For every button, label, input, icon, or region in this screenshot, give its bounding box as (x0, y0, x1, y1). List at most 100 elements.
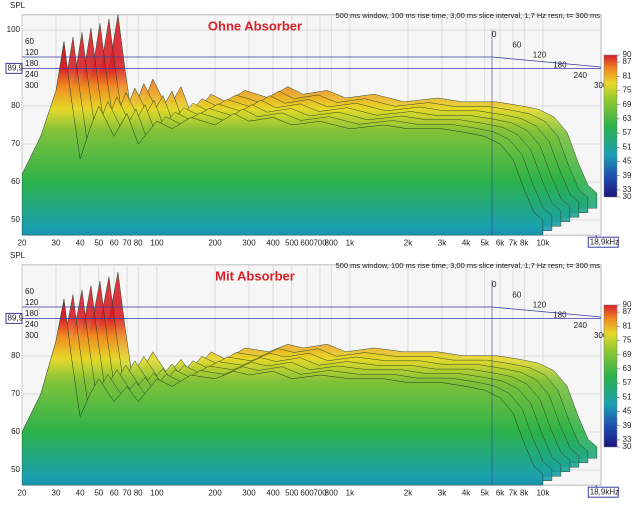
x-tick-label: 10k (536, 238, 550, 247)
z-tick-label: 240 (574, 321, 588, 330)
z-tick-label: 180 (553, 61, 567, 70)
x-tick-label: 10k (536, 488, 550, 497)
x-tick-label: 6k (496, 488, 505, 497)
y-tick-label: 60 (11, 177, 20, 186)
x-tick-label: 1k (346, 238, 355, 247)
x-tick-label: 500 (285, 238, 299, 247)
cursor-box (587, 486, 619, 498)
colorbar-tick-label: 45 (623, 157, 632, 166)
x-tick-label: 400 (266, 488, 280, 497)
x-tick-label: 600 (300, 488, 314, 497)
colorbar-tick-label: 69 (623, 100, 632, 109)
colorbar-tick-label: 51 (623, 142, 632, 151)
z-tick-label: 240 (574, 71, 588, 80)
x-tick-label: 400 (266, 238, 280, 247)
x-tick-label: 700 (313, 238, 327, 247)
cursor-y-label: 89,9 (8, 313, 24, 322)
colorbar-tick-label: 39 (623, 171, 632, 180)
colorbar-tick-label: 45 (623, 407, 632, 416)
z-tick-label: 240 (25, 70, 39, 79)
x-tick-label: 50 (94, 488, 103, 497)
colorbar-tick-label: 81 (623, 71, 632, 80)
y-tick-label: 80 (11, 101, 20, 110)
colorbar-tick-label: 30 (623, 442, 632, 451)
x-tick-label: 800 (325, 238, 339, 247)
panel: 0606012012018018024024030030089,918,9kHz… (5, 251, 632, 498)
x-tick-label: 4k (462, 238, 471, 247)
z-tick-label: 240 (25, 320, 39, 329)
z-tick-label: 0 (492, 30, 497, 39)
y-tick-label: 50 (11, 465, 20, 474)
x-tick-label: 50 (94, 238, 103, 247)
x-tick-label: 40 (76, 238, 85, 247)
y-axis-label: SPL (10, 1, 26, 10)
z-tick-label: 180 (553, 311, 567, 320)
colorbar-tick-label: 57 (623, 378, 632, 387)
z-tick-label: 300 (594, 331, 608, 340)
x-tick-label: 500 (285, 488, 299, 497)
x-tick-label: 30 (52, 238, 61, 247)
y-tick-label: 80 (11, 351, 20, 360)
x-tick-label: 3k (438, 238, 447, 247)
x-tick-label: 5k (481, 238, 490, 247)
x-tick-label: 60 (110, 488, 119, 497)
y-tick-label: 70 (11, 389, 20, 398)
colorbar-tick-label: 30 (623, 192, 632, 201)
colorbar-tick-label: 69 (623, 350, 632, 359)
cursor-x-label: 18,9kHz (590, 487, 619, 496)
chart-subtitle: 500 ms window, 100 ms rise time, 3,00 ms… (336, 261, 601, 270)
y-tick-label: 50 (11, 215, 20, 224)
colorbar (603, 304, 618, 448)
x-tick-label: 600 (300, 238, 314, 247)
colorbar-tick-label: 90 (623, 50, 632, 59)
colorbar-tick-label: 75 (623, 336, 632, 345)
x-tick-label: 30 (52, 488, 61, 497)
colorbar-tick-label: 63 (623, 364, 632, 373)
x-tick-label: 20 (18, 238, 27, 247)
x-tick-label: 2k (404, 238, 413, 247)
x-tick-label: 40 (76, 488, 85, 497)
z-tick-label: 180 (25, 59, 39, 68)
x-tick-label: 70 (123, 238, 132, 247)
colorbar-tick-label: 81 (623, 321, 632, 330)
z-tick-label: 60 (512, 290, 521, 299)
x-tick-label: 60 (110, 238, 119, 247)
surface (22, 14, 598, 236)
x-tick-label: 100 (150, 488, 164, 497)
z-tick-label: 120 (533, 301, 547, 310)
colorbar-tick-label: 33 (623, 435, 632, 444)
y-tick-label: 60 (11, 427, 20, 436)
z-tick-label: 60 (25, 287, 34, 296)
surface (22, 271, 598, 486)
x-tick-label: 2k (404, 488, 413, 497)
z-tick-label: 0 (492, 280, 497, 289)
z-tick-label: 300 (25, 81, 39, 90)
colorbar-tick-label: 90 (623, 300, 632, 309)
panel: 0606012012018018024024030030089,918,9kHz… (5, 1, 632, 248)
z-tick-label: 300 (25, 331, 39, 340)
x-tick-label: 800 (325, 488, 339, 497)
x-tick-label: 7k (509, 238, 518, 247)
colorbar-tick-label: 75 (623, 86, 632, 95)
y-tick-label: 100 (7, 25, 21, 34)
x-tick-label: 80 (134, 488, 143, 497)
x-tick-label: 7k (509, 488, 518, 497)
x-tick-label: 20 (18, 488, 27, 497)
y-axis-label: SPL (10, 251, 26, 260)
colorbar-tick-label: 87 (623, 307, 632, 316)
z-tick-label: 120 (25, 298, 39, 307)
colorbar-tick-label: 39 (623, 421, 632, 430)
colorbar-tick-label: 87 (623, 57, 632, 66)
x-tick-label: 8k (520, 488, 529, 497)
colorbar-tick-label: 51 (623, 392, 632, 401)
x-tick-label: 300 (242, 488, 256, 497)
cursor-box (587, 236, 619, 248)
x-tick-label: 4k (462, 488, 471, 497)
z-tick-label: 180 (25, 309, 39, 318)
waterfall-slice (22, 41, 544, 236)
waterfall-slice (22, 298, 544, 486)
chart-title: Mit Absorber (215, 268, 295, 283)
colorbar-tick-label: 63 (623, 114, 632, 123)
x-tick-label: 200 (208, 488, 222, 497)
